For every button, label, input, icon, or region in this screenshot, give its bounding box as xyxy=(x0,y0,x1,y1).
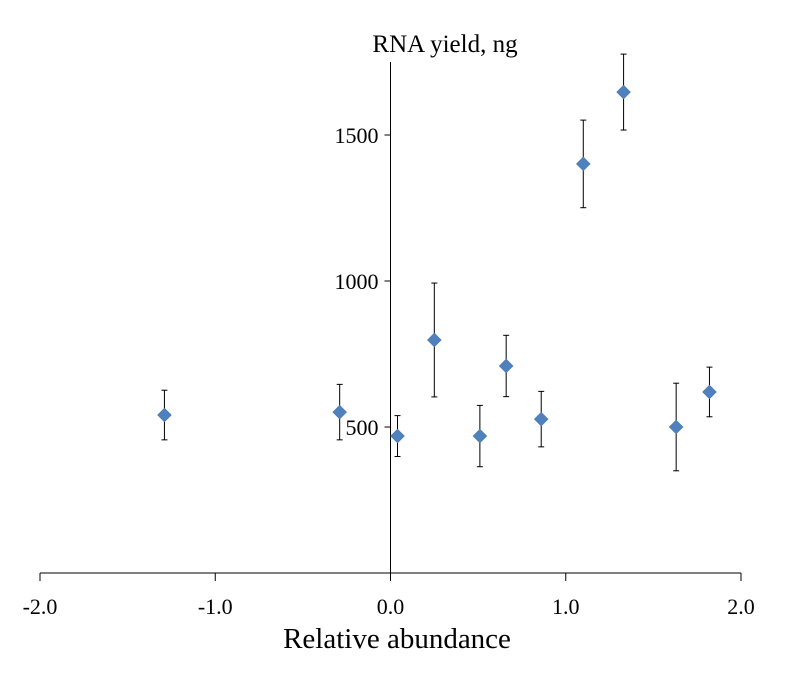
data-point xyxy=(498,358,514,374)
x-tick-label: 0.0 xyxy=(377,594,405,619)
x-tick-label: 1.0 xyxy=(552,594,580,619)
data-point xyxy=(533,411,549,427)
data-point xyxy=(472,428,488,444)
axes: -2.0 -1.0 0.0 1.0 2.0 500 1000 1500 xyxy=(23,62,755,619)
data-point xyxy=(616,84,631,100)
data-point xyxy=(426,332,442,348)
y-tick-label: 500 xyxy=(346,415,379,440)
data-point xyxy=(575,156,591,172)
data-point xyxy=(332,404,348,420)
chart-title: RNA yield, ng xyxy=(372,31,518,58)
data-point xyxy=(390,428,405,444)
x-axis-title: Relative abundance xyxy=(283,623,511,655)
y-tick-label: 1000 xyxy=(335,269,379,294)
y-tick-label: 1500 xyxy=(335,123,379,148)
x-tick-label: -2.0 xyxy=(23,594,58,619)
data-marks xyxy=(157,53,717,472)
data-point xyxy=(157,407,172,423)
x-tick-label: 2.0 xyxy=(727,594,755,619)
data-point xyxy=(702,384,717,400)
x-tick-label: -1.0 xyxy=(198,594,233,619)
data-point xyxy=(668,419,684,435)
